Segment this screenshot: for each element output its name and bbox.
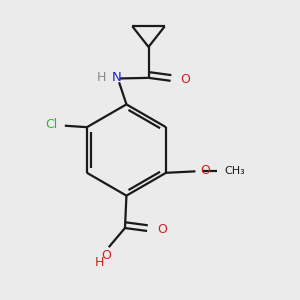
Text: O: O xyxy=(180,73,190,86)
Text: O: O xyxy=(201,164,211,177)
Text: O: O xyxy=(101,249,111,262)
Text: O: O xyxy=(157,223,166,236)
Text: N: N xyxy=(111,71,121,84)
Text: CH₃: CH₃ xyxy=(225,166,246,176)
Text: Cl: Cl xyxy=(45,118,58,131)
Text: H: H xyxy=(95,256,104,269)
Text: H: H xyxy=(97,71,106,84)
